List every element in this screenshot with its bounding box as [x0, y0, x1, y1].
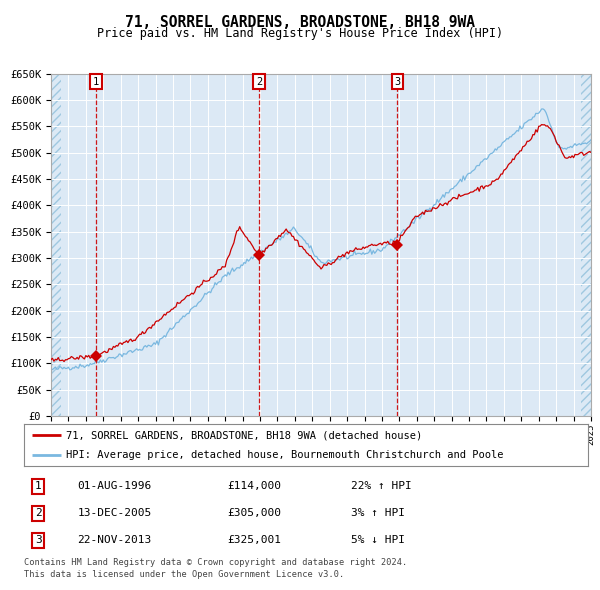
Bar [581, 74, 591, 416]
Text: £305,000: £305,000 [227, 509, 281, 519]
Text: This data is licensed under the Open Government Licence v3.0.: This data is licensed under the Open Gov… [24, 570, 344, 579]
Text: 3: 3 [394, 77, 401, 87]
Text: Contains HM Land Registry data © Crown copyright and database right 2024.: Contains HM Land Registry data © Crown c… [24, 558, 407, 567]
Text: 2: 2 [35, 509, 41, 519]
Text: HPI: Average price, detached house, Bournemouth Christchurch and Poole: HPI: Average price, detached house, Bour… [66, 450, 504, 460]
Text: 13-DEC-2005: 13-DEC-2005 [77, 509, 152, 519]
Text: 22-NOV-2013: 22-NOV-2013 [77, 536, 152, 546]
Text: 22% ↑ HPI: 22% ↑ HPI [351, 481, 412, 491]
Text: 1: 1 [35, 481, 41, 491]
Text: £114,000: £114,000 [227, 481, 281, 491]
Text: 2: 2 [256, 77, 262, 87]
Text: 71, SORREL GARDENS, BROADSTONE, BH18 9WA (detached house): 71, SORREL GARDENS, BROADSTONE, BH18 9WA… [66, 430, 422, 440]
Text: 71, SORREL GARDENS, BROADSTONE, BH18 9WA: 71, SORREL GARDENS, BROADSTONE, BH18 9WA [125, 15, 475, 30]
Text: 5% ↓ HPI: 5% ↓ HPI [351, 536, 405, 546]
Text: 1: 1 [93, 77, 99, 87]
Text: £325,001: £325,001 [227, 536, 281, 546]
Text: Price paid vs. HM Land Registry's House Price Index (HPI): Price paid vs. HM Land Registry's House … [97, 27, 503, 40]
Text: 01-AUG-1996: 01-AUG-1996 [77, 481, 152, 491]
Text: 3: 3 [35, 536, 41, 546]
Bar [51, 74, 61, 416]
Text: 3% ↑ HPI: 3% ↑ HPI [351, 509, 405, 519]
